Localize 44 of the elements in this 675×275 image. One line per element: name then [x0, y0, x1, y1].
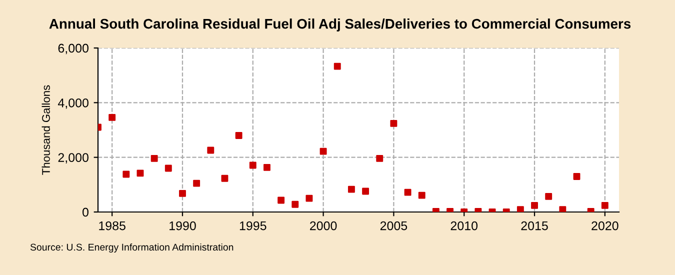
point — [601, 202, 608, 209]
point — [334, 62, 341, 70]
x-tick-label: 2005 — [380, 221, 408, 230]
point — [573, 172, 580, 180]
point — [136, 170, 144, 177]
x-tick-label: 1985 — [99, 221, 126, 230]
point — [306, 194, 313, 202]
point — [292, 200, 299, 208]
point — [164, 164, 172, 172]
point — [235, 132, 242, 139]
point — [264, 164, 270, 171]
point — [348, 186, 355, 193]
chart-title: Annual South Carolina Residual Fuel Oil Adj Sales/Deliveries to Commercial Consumers — [49, 18, 631, 32]
y-tick-label: 2,000 — [58, 153, 88, 164]
x-tick-label: 1990 — [170, 221, 196, 230]
point — [179, 190, 186, 197]
point — [559, 206, 566, 212]
x-tick-label: 2020 — [592, 221, 618, 230]
point — [320, 148, 327, 155]
x-tick-label: 1995 — [240, 221, 266, 230]
point — [390, 120, 398, 127]
point — [545, 192, 552, 200]
point — [249, 162, 256, 169]
point — [150, 154, 158, 162]
point — [531, 202, 538, 209]
point — [362, 188, 370, 195]
point — [404, 188, 412, 196]
point — [193, 180, 200, 187]
x-tick-label: 2000 — [310, 221, 337, 230]
x-tick-label: 2015 — [521, 221, 548, 230]
point — [207, 146, 214, 154]
x-tick-label: 2010 — [450, 221, 478, 230]
point — [278, 196, 285, 204]
point — [516, 206, 524, 212]
y-tick-label: 0 — [82, 208, 88, 217]
y-tick-label: 4,000 — [58, 98, 88, 109]
y-tick-label: 6,000 — [58, 44, 88, 54]
point — [376, 154, 384, 162]
point — [418, 192, 426, 199]
point — [122, 170, 130, 178]
point — [221, 174, 228, 182]
source-note: Source: U.S. Energy Information Administration — [30, 243, 234, 253]
y-axis-title: Thousand Gallons — [42, 85, 50, 175]
point — [108, 114, 116, 121]
